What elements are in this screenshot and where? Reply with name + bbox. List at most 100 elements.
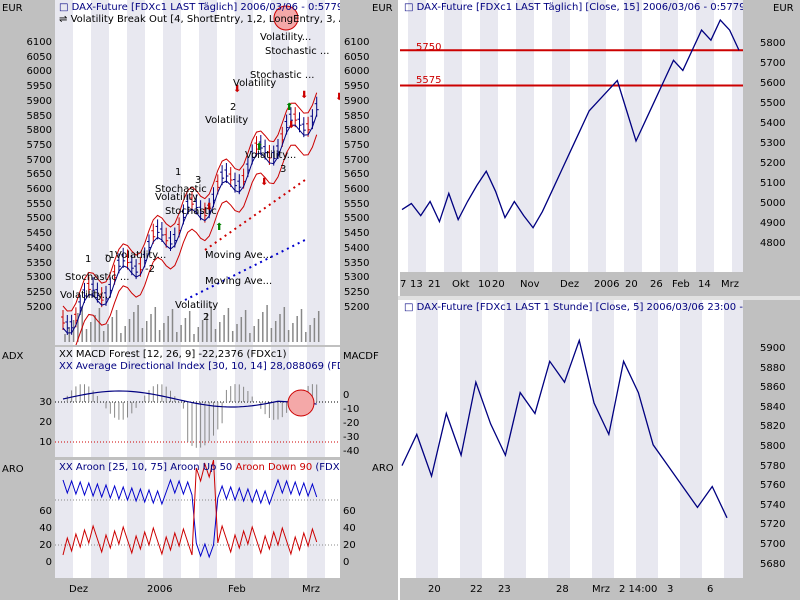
daily-close-x-tick-4: 10 <box>478 279 491 290</box>
daily-close-x-tick-2: 21 <box>428 279 441 290</box>
chart-annotation-20: -2 <box>145 264 155 275</box>
hourly-close-legend: □ DAX-Future [FDXc1 LAST 1 Stunde] [Clos… <box>404 302 743 314</box>
adx-macd-svg <box>55 347 340 457</box>
hourly-close-x-tick-3: 28 <box>556 584 569 595</box>
week-shade <box>408 0 426 272</box>
week-shade <box>307 460 325 578</box>
daily-close-y-tick-8: 5000 <box>760 198 786 209</box>
price-legend-2: ⇌ Volatility Break Out [4, ShortEntry, 1… <box>59 14 340 26</box>
hourly-close-line <box>401 338 728 519</box>
week-shade <box>199 0 217 345</box>
price-right-tick-5: 5850 <box>344 110 370 122</box>
aroon-legend: XX Aroon [25, 10, 75] Aroon Up 50 Aroon … <box>59 462 340 474</box>
aroon-svg <box>55 460 340 578</box>
price-right-tick-14: 5400 <box>344 242 370 254</box>
sell-arrow-icon: ⬇ <box>287 120 295 131</box>
price-right-tick-10: 5600 <box>344 184 370 195</box>
aroon-x-tick-2: Feb <box>228 584 246 595</box>
daily-close-y-tick-5: 5300 <box>760 138 786 149</box>
legend-square-icon: □ <box>404 302 414 313</box>
price-right-tick-9: 5650 <box>344 169 370 181</box>
sell-arrow-icon: ⬇ <box>300 90 308 101</box>
daily-close-x-tick-6: Nov <box>520 279 540 290</box>
macd-tick-2: -20 <box>343 418 360 429</box>
price-right-tick-13: 5450 <box>344 228 370 240</box>
aro-left-label: ARO <box>2 464 24 475</box>
chart-annotation-10: Stochastic <box>165 206 217 217</box>
daily-close-pane[interactable]: □ DAX-Future [FDXc1 LAST Täglich] [Close… <box>400 0 743 272</box>
buy-arrow-icon: ⬆ <box>255 142 263 153</box>
hourly-close-svg <box>401 300 743 578</box>
chart-annotation-7: Volatility... <box>245 150 296 161</box>
hourly-close-y-tick-4: 5820 <box>760 421 786 433</box>
week-shade <box>55 0 73 345</box>
price-left-tick-18: 5200 <box>26 301 52 313</box>
eur-right-label: EUR <box>773 3 794 14</box>
aroon-right-tick-0: 60 <box>343 506 356 517</box>
price-left-tick-13: 5450 <box>26 228 52 240</box>
chart-annotation-19: -1 <box>105 250 115 261</box>
aroon-x-tick-0: Dez <box>69 584 89 595</box>
price-legend-1: □ DAX-Future [FDXc1 LAST Täglich] 2006/0… <box>59 2 340 14</box>
day-shade <box>460 300 482 578</box>
hourly-close-y-tick-2: 5860 <box>760 382 786 394</box>
aroon-left-tick-0: 60 <box>39 506 52 517</box>
price-right-tick-0: 6100 <box>344 37 370 48</box>
sell-arrow-icon: ⬇ <box>205 202 213 213</box>
hourly-close-legend-text: DAX-Future [FDXc1 LAST 1 Stunde] [Close,… <box>416 302 743 313</box>
aroon-left-tick-3: 0 <box>45 557 52 568</box>
aroon-pane[interactable]: XX Aroon [25, 10, 75] Aroon Up 50 Aroon … <box>55 460 340 578</box>
chart-annotation-13: Moving Ave... <box>205 276 272 287</box>
adx-line <box>62 390 317 408</box>
price-right-tick-17: 5250 <box>344 286 370 298</box>
price-right-tick-15: 5350 <box>344 257 370 269</box>
price-left-tick-6: 5800 <box>26 125 52 137</box>
hourly-close-y-tick-7: 5760 <box>760 480 786 492</box>
adx-tick-0: 30 <box>39 397 52 408</box>
daily-close-x-tick-11: Feb <box>672 279 690 290</box>
chart-annotation-0: Volatility... <box>260 32 311 43</box>
adx-macd-pane[interactable]: XX MACD Forest [12, 26, 9] -22,2376 (FDX… <box>55 347 340 457</box>
chart-annotation-1: Stochastic ... <box>265 46 329 57</box>
aroon-x-tick-3: Mrz <box>302 584 320 595</box>
week-shade <box>552 0 570 272</box>
adx-tick-1: 20 <box>39 417 52 428</box>
price-left-tick-1: 6050 <box>26 51 52 63</box>
week-shade <box>91 460 109 578</box>
macd-legend: XX MACD Forest [12, 26, 9] -22,2376 (FDX… <box>59 349 287 360</box>
week-shade <box>271 460 289 578</box>
hourly-close-pane[interactable]: □ DAX-Future [FDXc1 LAST 1 Stunde] [Clos… <box>400 300 743 578</box>
price-right-tick-18: 5200 <box>344 301 370 313</box>
macdf-label: MACDF <box>343 351 379 362</box>
chart-annotation-2: Stochastic ... <box>250 70 314 81</box>
daily-close-y-tick-10: 4800 <box>760 238 786 249</box>
horizontal-divider[interactable] <box>398 296 800 300</box>
sell-arrow-icon: ⬇ <box>260 177 268 188</box>
day-shade <box>548 300 570 578</box>
vertical-divider[interactable] <box>398 0 400 600</box>
aroon-up-line <box>62 478 318 559</box>
eur-left-label: EUR <box>2 3 23 14</box>
price-left-tick-17: 5250 <box>26 286 52 298</box>
buy-arrow-icon: ⬆ <box>285 102 293 113</box>
price-right-tick-2: 6000 <box>344 66 370 78</box>
aroon-right-tick-1: 40 <box>343 523 356 534</box>
chart-annotation-12: Moving Ave... <box>205 250 272 261</box>
buy-arrow-icon: ⬆ <box>215 222 223 233</box>
week-shade <box>235 460 253 578</box>
chart-annotation-5: Volatility <box>205 115 248 126</box>
daily-close-line <box>401 18 740 229</box>
daily-close-y-tick-9: 4900 <box>760 218 786 229</box>
aroon-legend-symbol: (FDXc1 <box>315 462 340 473</box>
moving-average-line <box>62 114 318 334</box>
price-left-tick-15: 5350 <box>26 257 52 269</box>
chart-annotation-17: 1 <box>85 254 91 265</box>
hourly-close-x-tick-0: 20 <box>428 584 441 595</box>
price-right-tick-8: 5700 <box>344 154 370 166</box>
aroon-left-tick-2: 20 <box>39 540 52 551</box>
price-left-tick-9: 5650 <box>26 169 52 181</box>
sell-arrow-icon: ⬇ <box>335 92 340 103</box>
price-chart-pane[interactable]: ⬇ ⬇ ⬇ ⬇ ⬇ ⬇ ⬆ ⬆ ⬆ Volatility... Stochastic ... Stoc… <box>55 0 340 345</box>
hourly-close-y-tick-8: 5740 <box>760 499 786 511</box>
hline-label-5750: 5750 <box>416 42 442 53</box>
